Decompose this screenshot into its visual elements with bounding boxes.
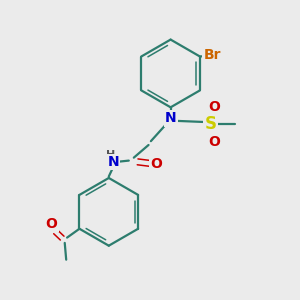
Text: O: O [208,100,220,114]
Text: N: N [165,112,176,125]
Text: O: O [150,157,162,171]
Text: H: H [106,150,115,160]
Text: S: S [204,116,216,134]
Text: O: O [46,217,57,231]
Text: O: O [208,135,220,149]
Text: N: N [107,155,119,169]
Text: Br: Br [204,48,221,62]
